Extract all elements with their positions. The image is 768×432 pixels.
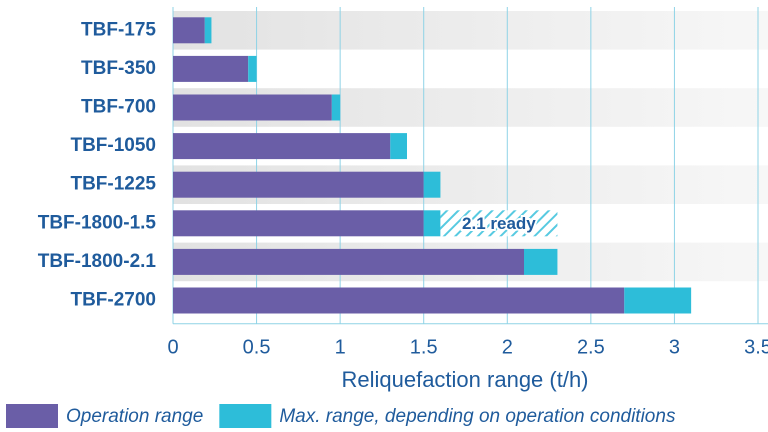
- bars: 2.1 ready: [173, 17, 692, 314]
- x-tick-label: 0.5: [243, 336, 271, 358]
- x-tick-label: 3: [669, 336, 680, 358]
- x-axis-label: Reliquefaction range (t/h): [341, 367, 588, 392]
- category-label: TBF-1225: [70, 174, 156, 195]
- bar-segment: [173, 94, 332, 121]
- x-tick-label: 2: [502, 336, 513, 358]
- bar-segment: [173, 171, 424, 198]
- category-label: TBF-1050: [70, 135, 156, 156]
- category-label: TBF-700: [81, 97, 156, 118]
- bar-segment: [173, 248, 524, 275]
- row-band: [173, 11, 768, 50]
- bar-segment: [423, 210, 441, 237]
- category-label: TBF-1800-2.1: [38, 251, 157, 272]
- bar-segment: [173, 55, 249, 82]
- legend-swatch: [6, 404, 58, 428]
- bar-segment: [173, 210, 424, 237]
- bar-segment: [173, 287, 625, 314]
- category-label: TBF-350: [81, 58, 156, 79]
- bar-segment: [624, 287, 692, 314]
- category-label: TBF-1800-1.5: [38, 212, 157, 233]
- bar-segment: [173, 17, 205, 44]
- x-tick-label: 3.5: [744, 336, 768, 358]
- legend-label: Operation range: [66, 406, 203, 427]
- bar-segment: [423, 171, 441, 198]
- bar-segment: [173, 133, 391, 160]
- x-tick-label: 1: [335, 336, 346, 358]
- category-label: TBF-2700: [70, 290, 156, 311]
- x-tick-label: 1.5: [410, 336, 438, 358]
- bar-segment: [331, 94, 341, 121]
- extension-label: 2.1 ready: [462, 214, 536, 233]
- bar-segment: [248, 55, 257, 82]
- bar-segment: [390, 133, 407, 160]
- bar-segment: [524, 248, 558, 275]
- legend-label: Max. range, depending on operation condi…: [279, 406, 676, 427]
- category-label: TBF-175: [81, 19, 156, 40]
- bar-segment: [204, 17, 212, 44]
- x-tick-label: 2.5: [577, 336, 605, 358]
- x-tick-label: 0: [167, 336, 178, 358]
- legend-swatch: [219, 404, 272, 428]
- extension-segment: [440, 210, 558, 237]
